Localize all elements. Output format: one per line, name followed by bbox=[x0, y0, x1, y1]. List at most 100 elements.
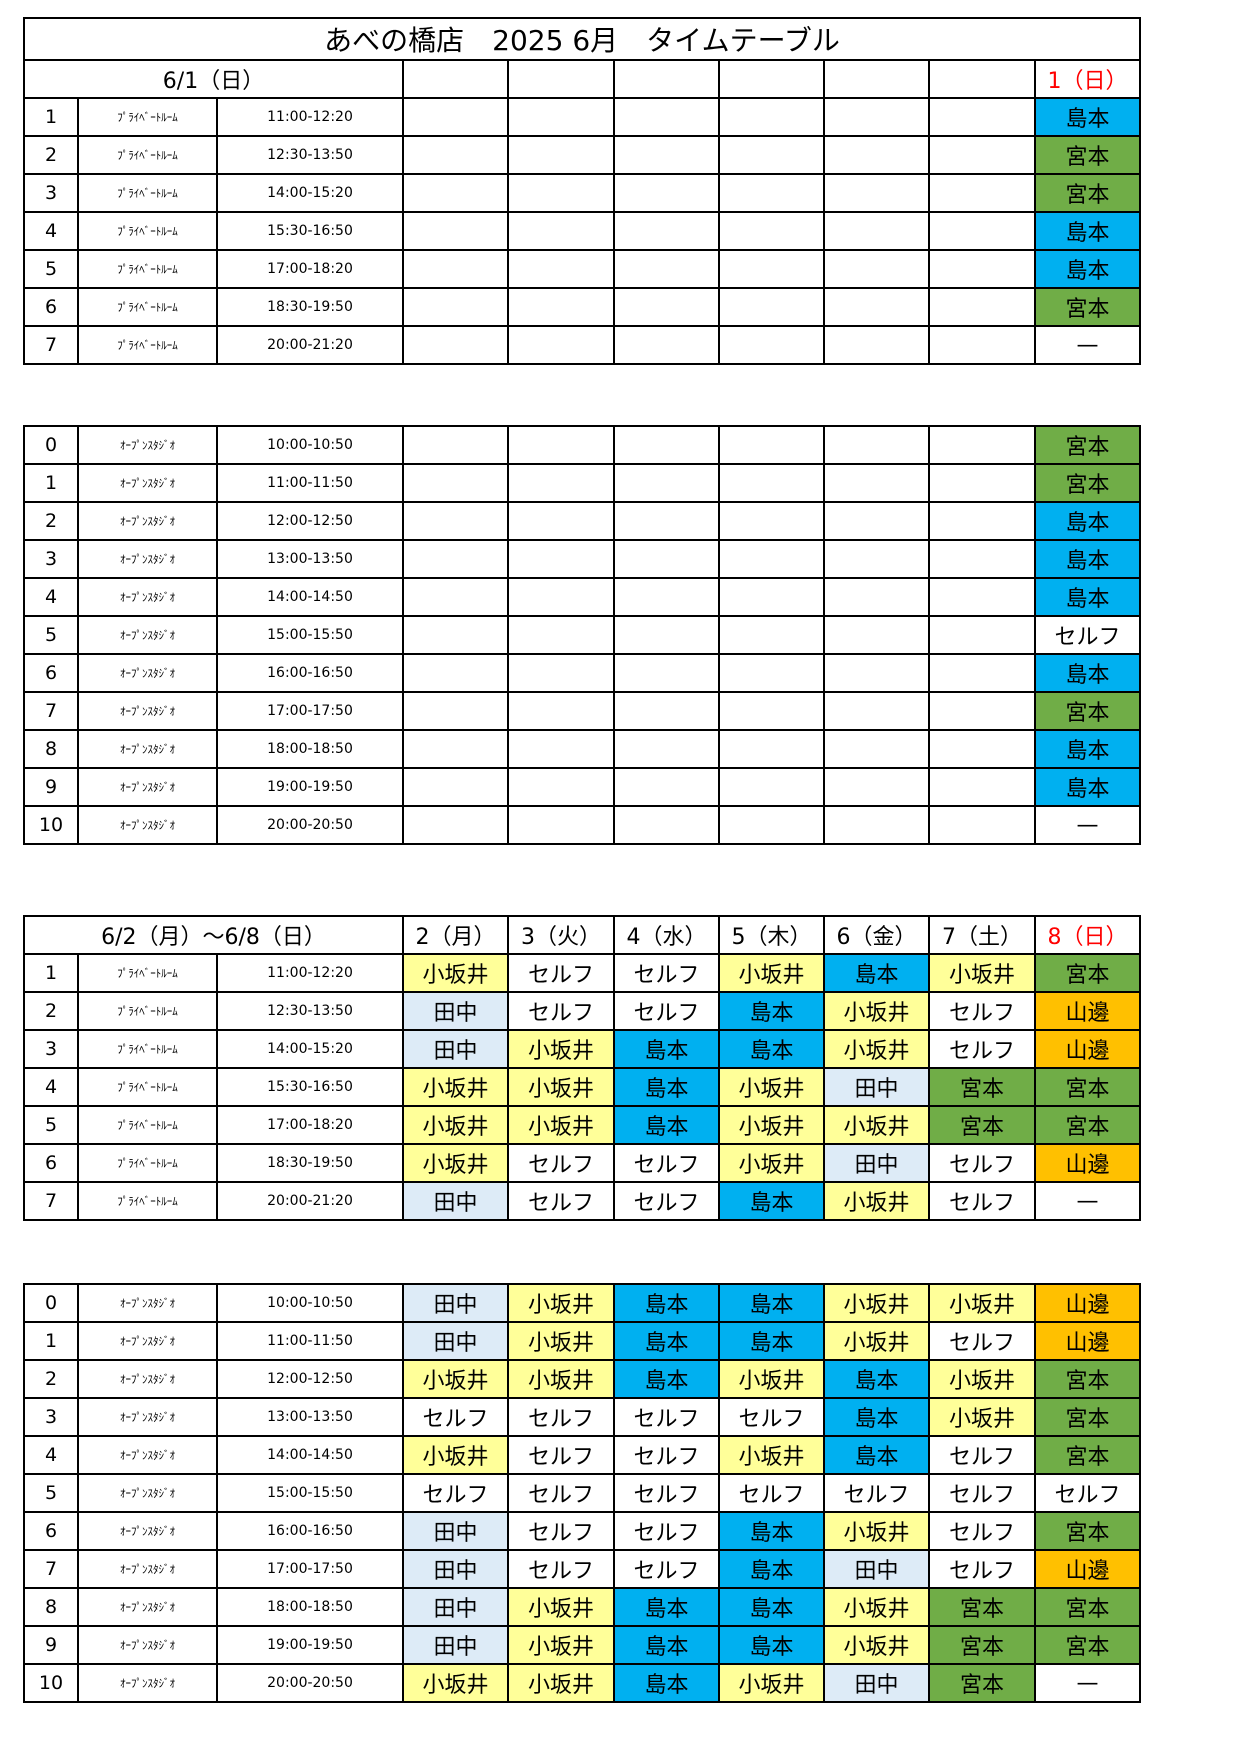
staff-cell[interactable] bbox=[613, 501, 720, 541]
staff-cell[interactable] bbox=[613, 325, 720, 365]
staff-cell[interactable] bbox=[613, 287, 720, 327]
staff-cell[interactable]: 宮本 bbox=[928, 1663, 1036, 1703]
staff-cell[interactable]: 小坂井 bbox=[507, 1663, 615, 1703]
staff-cell[interactable] bbox=[507, 767, 615, 807]
staff-cell[interactable]: 島本 bbox=[823, 953, 930, 993]
staff-cell[interactable]: 島本 bbox=[1033, 211, 1142, 251]
staff-cell[interactable]: 小坂井 bbox=[823, 1587, 930, 1627]
staff-cell[interactable]: 宮本 bbox=[1034, 1067, 1141, 1107]
staff-cell[interactable]: セルフ bbox=[507, 1511, 615, 1551]
staff-cell[interactable] bbox=[718, 729, 825, 769]
staff-cell[interactable] bbox=[507, 463, 615, 503]
staff-cell[interactable] bbox=[823, 729, 930, 769]
staff-cell[interactable]: 小坂井 bbox=[402, 953, 509, 993]
staff-cell[interactable] bbox=[718, 97, 825, 137]
staff-cell[interactable]: 小坂井 bbox=[718, 1143, 825, 1183]
staff-cell[interactable] bbox=[507, 577, 615, 617]
staff-cell[interactable] bbox=[402, 325, 509, 365]
staff-cell[interactable]: 小坂井 bbox=[402, 1435, 509, 1475]
staff-cell[interactable] bbox=[507, 805, 615, 845]
staff-cell[interactable]: 小坂井 bbox=[823, 1511, 930, 1551]
staff-cell[interactable] bbox=[507, 135, 615, 175]
staff-cell[interactable]: 島本 bbox=[613, 1105, 720, 1145]
staff-cell[interactable] bbox=[718, 577, 825, 617]
staff-cell[interactable] bbox=[928, 539, 1036, 579]
staff-cell[interactable] bbox=[718, 615, 825, 655]
staff-cell[interactable]: セルフ bbox=[1034, 615, 1141, 655]
staff-cell[interactable]: 山邊 bbox=[1034, 991, 1141, 1031]
staff-cell[interactable]: 島本 bbox=[718, 1321, 825, 1361]
staff-cell[interactable] bbox=[823, 767, 930, 807]
staff-cell[interactable] bbox=[718, 211, 825, 251]
staff-cell[interactable]: 宮本 bbox=[1034, 463, 1141, 503]
staff-cell[interactable]: 小坂井 bbox=[718, 1359, 825, 1399]
staff-cell[interactable]: セルフ bbox=[507, 1435, 615, 1475]
staff-cell[interactable]: 小坂井 bbox=[823, 1625, 930, 1665]
staff-cell[interactable]: 小坂井 bbox=[402, 1143, 509, 1183]
staff-cell[interactable]: 島本 bbox=[1034, 539, 1141, 579]
staff-cell[interactable] bbox=[402, 425, 509, 465]
staff-cell[interactable]: 山邊 bbox=[1034, 1321, 1141, 1361]
staff-cell[interactable]: 田中 bbox=[402, 1625, 509, 1665]
staff-cell[interactable] bbox=[613, 615, 720, 655]
staff-cell[interactable] bbox=[823, 287, 930, 327]
staff-cell[interactable] bbox=[718, 501, 825, 541]
staff-cell[interactable] bbox=[928, 325, 1036, 365]
staff-cell[interactable]: 島本 bbox=[718, 1283, 825, 1323]
staff-cell[interactable] bbox=[402, 691, 509, 731]
staff-cell[interactable]: セルフ bbox=[507, 1143, 615, 1183]
staff-cell[interactable]: セルフ bbox=[613, 1435, 720, 1475]
staff-cell[interactable]: 島本 bbox=[1034, 653, 1141, 693]
staff-cell[interactable] bbox=[928, 577, 1036, 617]
staff-cell[interactable]: セルフ bbox=[928, 1511, 1036, 1551]
staff-cell[interactable]: 島本 bbox=[718, 991, 825, 1031]
staff-cell[interactable] bbox=[823, 249, 930, 289]
staff-cell[interactable]: 島本 bbox=[718, 1029, 825, 1069]
staff-cell[interactable]: 宮本 bbox=[928, 1625, 1036, 1665]
staff-cell[interactable] bbox=[823, 211, 930, 251]
staff-cell[interactable]: 田中 bbox=[402, 1549, 509, 1589]
staff-cell[interactable]: 宮本 bbox=[928, 1587, 1036, 1627]
staff-cell[interactable] bbox=[823, 805, 930, 845]
staff-cell[interactable] bbox=[823, 501, 930, 541]
staff-cell[interactable]: 島本 bbox=[718, 1625, 825, 1665]
staff-cell[interactable] bbox=[613, 173, 720, 213]
staff-cell[interactable]: 島本 bbox=[613, 1067, 720, 1107]
staff-cell[interactable] bbox=[613, 463, 720, 503]
staff-cell[interactable]: 島本 bbox=[613, 1283, 720, 1323]
staff-cell[interactable]: 田中 bbox=[823, 1143, 930, 1183]
staff-cell[interactable]: 小坂井 bbox=[507, 1105, 615, 1145]
staff-cell[interactable]: 田中 bbox=[402, 1029, 509, 1069]
staff-cell[interactable] bbox=[928, 425, 1036, 465]
staff-cell[interactable]: 田中 bbox=[402, 1587, 509, 1627]
staff-cell[interactable]: 山邊 bbox=[1034, 1283, 1141, 1323]
staff-cell[interactable]: 島本 bbox=[718, 1587, 825, 1627]
staff-cell[interactable] bbox=[718, 135, 825, 175]
staff-cell[interactable]: 島本 bbox=[1034, 729, 1141, 769]
staff-cell[interactable]: 島本 bbox=[1034, 577, 1141, 617]
staff-cell[interactable]: セルフ bbox=[928, 1181, 1036, 1221]
staff-cell[interactable]: 島本 bbox=[1034, 501, 1141, 541]
staff-cell[interactable]: 小坂井 bbox=[928, 1397, 1036, 1437]
staff-cell[interactable]: セルフ bbox=[613, 1473, 720, 1513]
staff-cell[interactable] bbox=[823, 97, 930, 137]
staff-cell[interactable] bbox=[928, 653, 1036, 693]
staff-cell[interactable]: 島本 bbox=[613, 1587, 720, 1627]
staff-cell[interactable] bbox=[718, 463, 825, 503]
staff-cell[interactable]: 宮本 bbox=[1034, 1511, 1141, 1551]
staff-cell[interactable] bbox=[928, 135, 1036, 175]
staff-cell[interactable]: 島本 bbox=[1033, 97, 1142, 137]
staff-cell[interactable]: 小坂井 bbox=[507, 1029, 615, 1069]
staff-cell[interactable]: 小坂井 bbox=[928, 1359, 1036, 1399]
staff-cell[interactable] bbox=[613, 97, 720, 137]
staff-cell[interactable] bbox=[823, 173, 930, 213]
staff-cell[interactable] bbox=[402, 653, 509, 693]
staff-cell[interactable]: 宮本 bbox=[928, 1105, 1036, 1145]
staff-cell[interactable] bbox=[823, 577, 930, 617]
staff-cell[interactable]: セルフ bbox=[507, 1473, 615, 1513]
staff-cell[interactable]: — bbox=[1034, 805, 1141, 845]
staff-cell[interactable]: 小坂井 bbox=[402, 1067, 509, 1107]
staff-cell[interactable]: 小坂井 bbox=[507, 1283, 615, 1323]
staff-cell[interactable] bbox=[928, 501, 1036, 541]
staff-cell[interactable] bbox=[823, 691, 930, 731]
